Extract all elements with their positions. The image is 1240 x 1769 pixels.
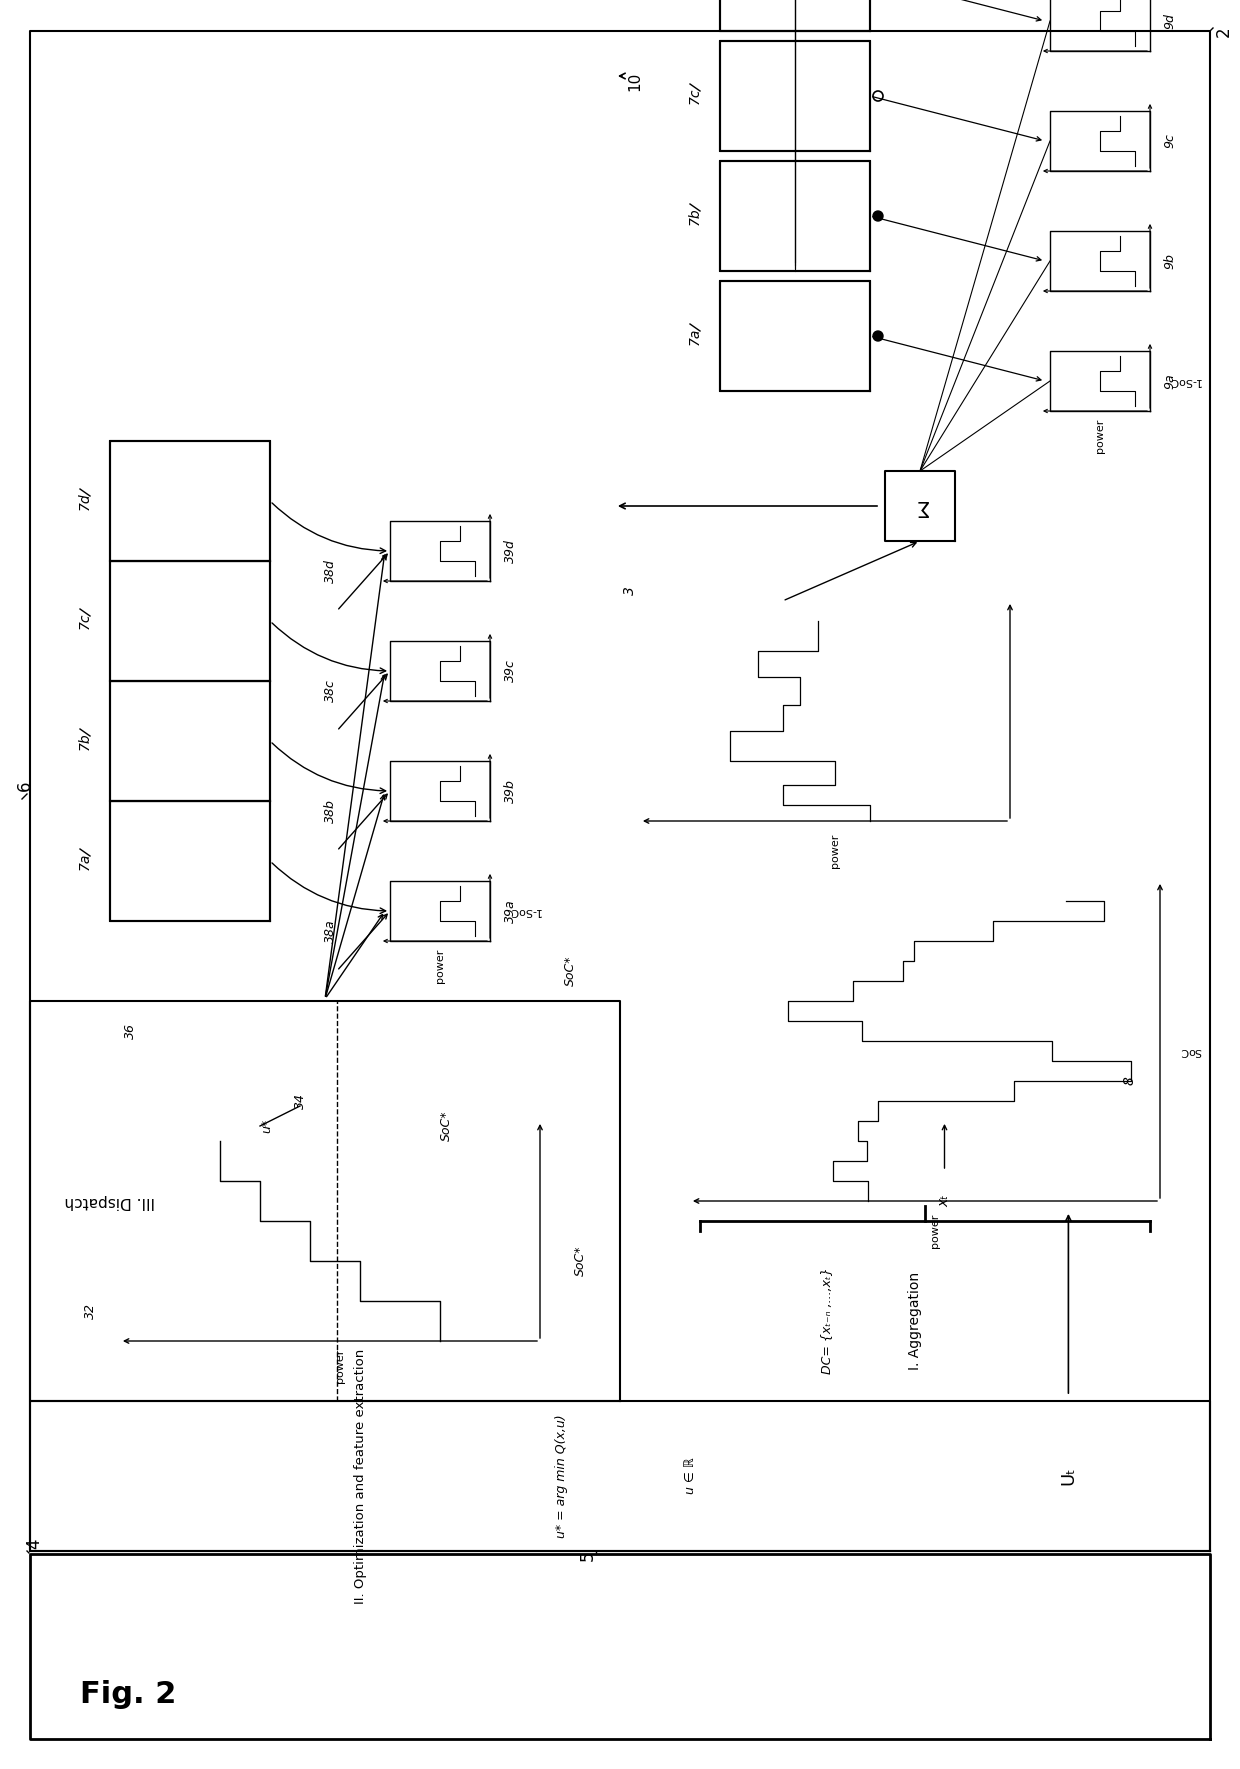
Text: II. Optimization and feature extraction: II. Optimization and feature extraction <box>353 1348 367 1604</box>
Text: 7d: 7d <box>78 492 92 509</box>
Text: 2: 2 <box>1215 27 1233 37</box>
Text: Fig. 2: Fig. 2 <box>81 1681 176 1709</box>
Text: I. Aggregation: I. Aggregation <box>908 1272 923 1369</box>
Text: 39d: 39d <box>503 540 517 563</box>
Text: 32: 32 <box>83 1304 97 1320</box>
Text: 7a: 7a <box>688 327 702 345</box>
Polygon shape <box>110 681 270 801</box>
Text: power: power <box>435 948 445 984</box>
Text: 5: 5 <box>578 1551 596 1562</box>
Text: power: power <box>830 833 839 869</box>
Text: 38b: 38b <box>324 800 336 823</box>
Text: 7c: 7c <box>78 612 92 630</box>
Text: 39c: 39c <box>503 660 517 683</box>
Text: 39b: 39b <box>503 778 517 803</box>
Text: 7b: 7b <box>688 207 702 225</box>
Text: u* = arg min Q(x,u): u* = arg min Q(x,u) <box>554 1413 568 1537</box>
Text: Σ: Σ <box>913 495 928 517</box>
Text: 36: 36 <box>124 1022 136 1038</box>
Text: SoC*: SoC* <box>440 1111 453 1141</box>
Text: III. Dispatch: III. Dispatch <box>64 1194 155 1208</box>
Polygon shape <box>110 801 270 922</box>
Text: power: power <box>1095 419 1105 453</box>
Text: 38a: 38a <box>324 920 336 943</box>
Text: 39a: 39a <box>503 899 517 923</box>
Text: 10: 10 <box>627 71 642 90</box>
Text: 6: 6 <box>16 780 33 791</box>
Text: Uₜ: Uₜ <box>1059 1467 1078 1486</box>
Text: power: power <box>335 1348 345 1383</box>
Text: 38c: 38c <box>324 679 336 702</box>
Text: 7a: 7a <box>78 853 92 870</box>
Polygon shape <box>110 561 270 681</box>
Text: 1-SoC: 1-SoC <box>1168 377 1202 386</box>
Circle shape <box>873 331 883 341</box>
Text: DC= {xₜ₋ₙ ,...,xₜ}: DC= {xₜ₋ₙ ,...,xₜ} <box>820 1268 833 1375</box>
Polygon shape <box>720 0 870 32</box>
Polygon shape <box>720 41 870 150</box>
Text: 1-SoC: 1-SoC <box>508 906 542 916</box>
Circle shape <box>873 211 883 221</box>
Text: SoC*: SoC* <box>573 1245 587 1275</box>
Text: 34: 34 <box>294 1093 306 1109</box>
Text: 9c: 9c <box>1163 134 1177 149</box>
Text: u*: u* <box>260 1120 273 1134</box>
Text: 9b: 9b <box>1163 253 1177 269</box>
Text: SoC*: SoC* <box>563 955 577 987</box>
Text: 7c: 7c <box>688 88 702 104</box>
Text: 7b: 7b <box>78 732 92 750</box>
Text: 4: 4 <box>25 1539 43 1550</box>
Text: xₜ: xₜ <box>937 1194 951 1206</box>
Text: 38d: 38d <box>324 559 336 584</box>
Text: SoC: SoC <box>1179 1045 1200 1056</box>
Polygon shape <box>110 440 270 561</box>
Text: u ∈ ℝ: u ∈ ℝ <box>684 1458 697 1495</box>
Text: power: power <box>930 1214 940 1249</box>
Text: 3: 3 <box>622 587 637 596</box>
Text: 8: 8 <box>1123 1077 1137 1086</box>
Polygon shape <box>720 281 870 391</box>
Polygon shape <box>720 161 870 271</box>
Text: 9a: 9a <box>1163 373 1177 389</box>
Text: 9d: 9d <box>1163 12 1177 28</box>
